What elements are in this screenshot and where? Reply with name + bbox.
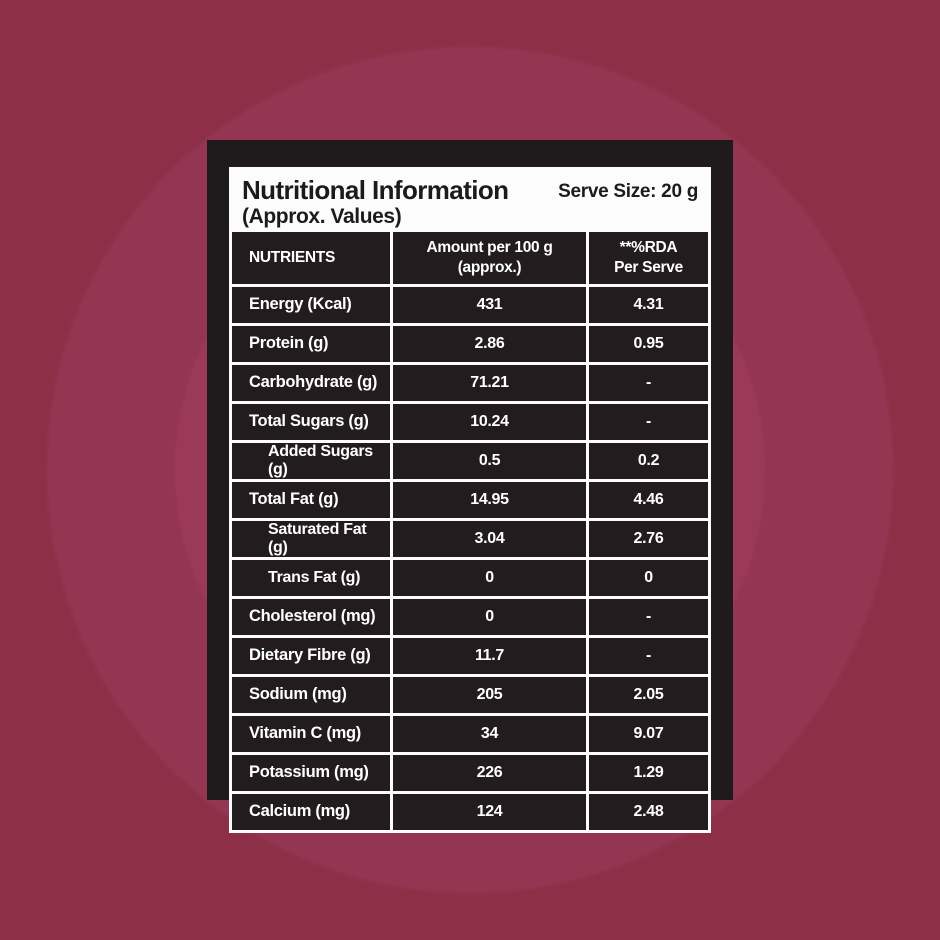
table-row-amount: 124 [393, 793, 586, 830]
table-row-amount: 11.7 [393, 637, 586, 674]
table-row-nutrient: Cholesterol (mg) [232, 598, 390, 635]
column-header-amount: Amount per 100 g (approx.) [393, 231, 586, 284]
table-row-nutrient: Sodium (mg) [232, 676, 390, 713]
table-row-rda: - [589, 403, 708, 440]
table-row-amount: 431 [393, 286, 586, 323]
title-group: Nutritional Information (Approx. Values) [242, 175, 509, 229]
table-row-rda: 0 [589, 559, 708, 596]
table-row-amount: 71.21 [393, 364, 586, 401]
serve-size-label: Serve Size: 20 g [558, 181, 698, 202]
table-row-rda: 2.76 [589, 520, 708, 557]
table-row-amount: 34 [393, 715, 586, 752]
table-row-rda: - [589, 364, 708, 401]
table-row-rda: 9.07 [589, 715, 708, 752]
nutrition-table: NUTRIENTS Amount per 100 g (approx.) **%… [229, 228, 711, 833]
table-row-rda: 4.46 [589, 481, 708, 518]
panel-subtitle: (Approx. Values) [242, 204, 402, 228]
table-row-amount: 14.95 [393, 481, 586, 518]
nutrition-sheet: Nutritional Information (Approx. Values)… [229, 167, 711, 833]
table-row-amount: 2.86 [393, 325, 586, 362]
table-row-amount: 0 [393, 598, 586, 635]
nutrition-panel: Nutritional Information (Approx. Values)… [207, 140, 733, 833]
table-row-nutrient: Added Sugars (g) [232, 442, 390, 479]
table-row-rda: - [589, 637, 708, 674]
table-row-rda: - [589, 598, 708, 635]
table-row-rda: 1.29 [589, 754, 708, 791]
table-row-nutrient: Carbohydrate (g) [232, 364, 390, 401]
table-row-nutrient: Energy (Kcal) [232, 286, 390, 323]
table-row-nutrient: Saturated Fat (g) [232, 520, 390, 557]
table-row-nutrient: Calcium (mg) [232, 793, 390, 830]
table-row-rda: 4.31 [589, 286, 708, 323]
table-row-rda: 2.48 [589, 793, 708, 830]
table-row-amount: 205 [393, 676, 586, 713]
column-header-rda: **%RDA Per Serve [589, 231, 708, 284]
table-row-amount: 3.04 [393, 520, 586, 557]
table-row-nutrient: Dietary Fibre (g) [232, 637, 390, 674]
table-row-amount: 226 [393, 754, 586, 791]
table-row-amount: 0.5 [393, 442, 586, 479]
table-row-nutrient: Trans Fat (g) [232, 559, 390, 596]
table-row-rda: 0.2 [589, 442, 708, 479]
table-row-nutrient: Vitamin C (mg) [232, 715, 390, 752]
table-row-rda: 2.05 [589, 676, 708, 713]
panel-title: Nutritional Information [242, 175, 509, 205]
table-row-nutrient: Protein (g) [232, 325, 390, 362]
table-row-nutrient: Total Sugars (g) [232, 403, 390, 440]
table-row-nutrient: Total Fat (g) [232, 481, 390, 518]
column-header-nutrients: NUTRIENTS [232, 231, 390, 284]
table-row-nutrient: Potassium (mg) [232, 754, 390, 791]
table-row-amount: 10.24 [393, 403, 586, 440]
table-row-rda: 0.95 [589, 325, 708, 362]
table-row-amount: 0 [393, 559, 586, 596]
title-block: Nutritional Information (Approx. Values)… [229, 167, 711, 229]
